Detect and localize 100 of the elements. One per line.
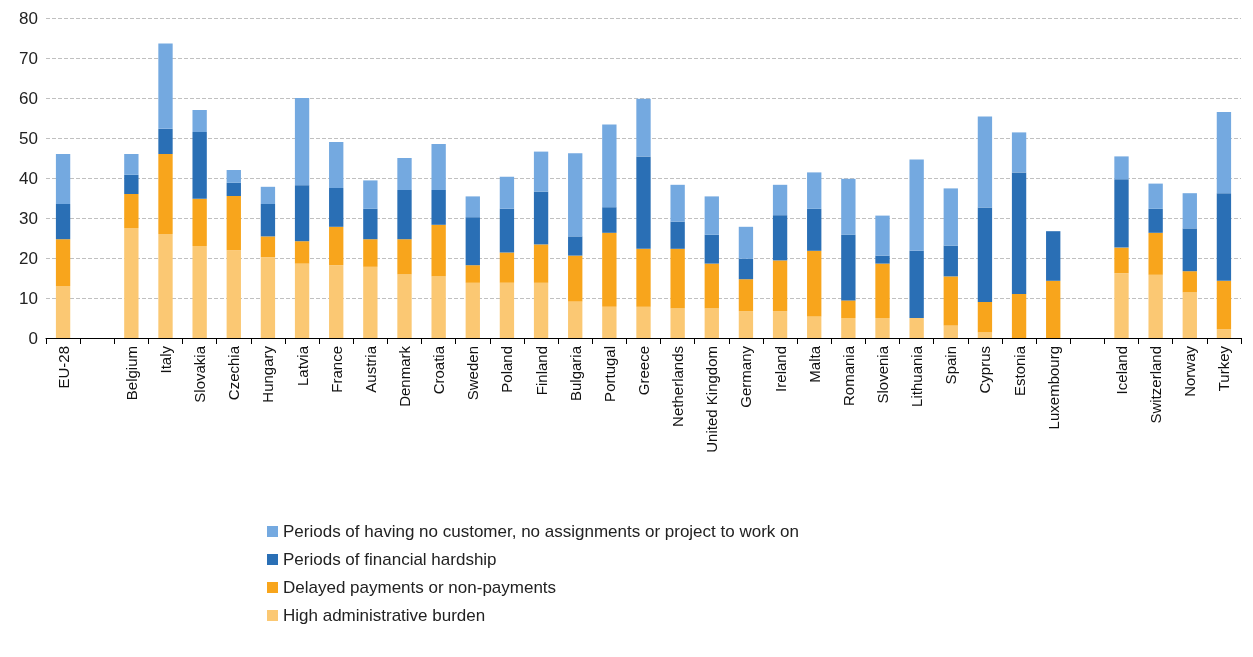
bar (1148, 274, 1163, 338)
bar (807, 250, 822, 317)
bar (158, 43, 173, 129)
legend-label: Periods of having no customer, no assignments or project to work on (283, 522, 799, 541)
bar (1011, 294, 1027, 338)
bar (875, 263, 890, 318)
bar (807, 208, 822, 251)
bar (431, 190, 446, 225)
bar (55, 239, 71, 286)
bar (1216, 329, 1232, 338)
bar (875, 215, 890, 256)
bar (704, 308, 719, 338)
bar (158, 128, 173, 154)
bar (636, 98, 651, 157)
bar (499, 252, 515, 283)
bar (1046, 231, 1061, 281)
bar (943, 188, 958, 246)
bar (465, 282, 480, 338)
bar (738, 258, 754, 280)
legend-label: High administrative burden (283, 606, 486, 625)
x-tick-label: Turkey (1215, 345, 1233, 392)
bar (636, 306, 651, 338)
bar (977, 302, 993, 333)
x-tick-label: Cyprus (976, 346, 994, 394)
bar (124, 174, 139, 194)
y-tick-label: 80 (19, 8, 38, 28)
bar (807, 316, 822, 338)
x-tick-label: Romania (839, 345, 857, 407)
bar (192, 246, 207, 338)
x-tick-label: Belgium (122, 346, 140, 401)
bar (260, 257, 276, 338)
bar (533, 282, 549, 338)
x-tick-label: Croatia (430, 345, 448, 395)
x-tick-label: Portugal (600, 346, 618, 402)
bar (1216, 193, 1232, 281)
bar (431, 224, 446, 277)
bar (533, 151, 549, 192)
x-tick-label: Finland (532, 346, 550, 396)
bar (841, 178, 856, 235)
x-tick-label: Slovenia (874, 345, 891, 404)
bar (875, 318, 890, 338)
bar (260, 186, 276, 204)
bar (568, 153, 583, 237)
bar (124, 228, 139, 338)
y-tick-label: 50 (19, 128, 38, 148)
x-tick-label: Czechia (225, 345, 243, 401)
bar (1148, 232, 1163, 275)
bar (329, 226, 344, 266)
bar (431, 144, 446, 190)
bar (1011, 172, 1027, 294)
bar (465, 196, 480, 218)
bar (363, 208, 378, 240)
bar (329, 265, 344, 338)
bar (499, 176, 515, 209)
bar (602, 232, 617, 307)
bar (1114, 156, 1129, 180)
x-tick-label: Slovakia (191, 345, 209, 403)
x-tick-label: Norway (1181, 345, 1199, 397)
bar (841, 234, 856, 301)
bar (670, 248, 685, 309)
bar (329, 188, 344, 227)
bar (977, 116, 993, 208)
bar (1114, 179, 1129, 248)
bar (294, 263, 310, 338)
bar (670, 184, 685, 222)
bar (533, 244, 549, 283)
x-tick-label: Poland (498, 346, 516, 393)
bar (158, 154, 173, 234)
bar (397, 158, 412, 190)
bar (943, 276, 958, 326)
y-tick-label: 0 (28, 328, 38, 348)
bar (602, 306, 617, 338)
bar (363, 180, 378, 209)
bar (1148, 183, 1163, 209)
bar (260, 236, 276, 258)
bar (943, 245, 958, 277)
x-tick-label: Greece (635, 346, 652, 396)
x-tick-label: France (327, 346, 345, 393)
bar (568, 301, 583, 338)
bar (1046, 280, 1061, 338)
x-tick-label: Switzerland (1147, 346, 1165, 424)
bar (363, 239, 378, 267)
bar (465, 217, 480, 266)
bar (977, 207, 993, 302)
y-tick-label: 70 (19, 48, 38, 68)
bar (977, 332, 993, 338)
bar (875, 255, 890, 264)
bar (909, 318, 924, 338)
bar (943, 325, 958, 338)
bar (431, 276, 446, 338)
bar (124, 194, 139, 228)
bar (55, 204, 71, 240)
bar (704, 196, 719, 235)
bar (55, 154, 71, 204)
bar (226, 170, 241, 183)
bar (807, 172, 822, 209)
bar (397, 190, 412, 240)
bar (738, 311, 754, 338)
bar (294, 241, 310, 264)
bar (602, 124, 617, 208)
